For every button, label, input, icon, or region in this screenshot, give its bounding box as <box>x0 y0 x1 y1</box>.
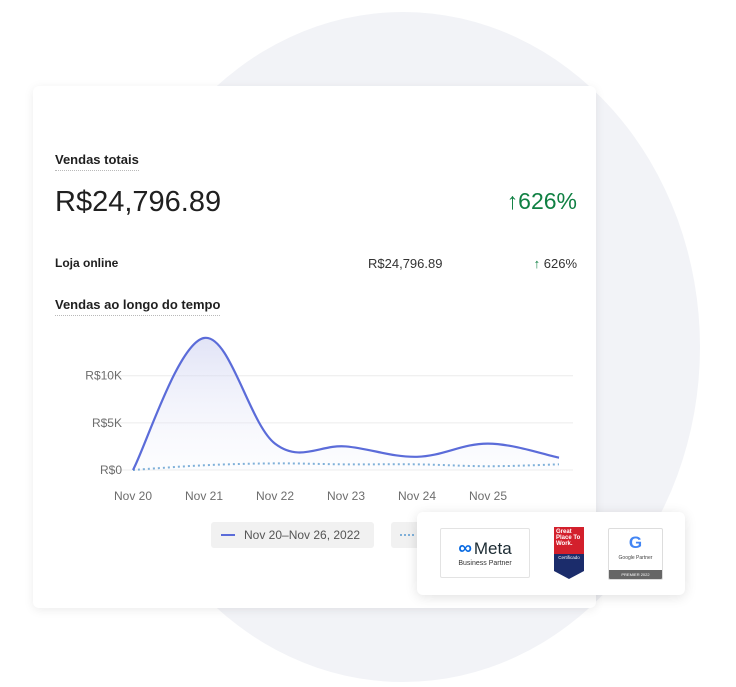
meta-name: Meta <box>473 539 512 558</box>
great-place-to-work-badge: Great Place To Work. Certificado <box>554 527 584 579</box>
legend-primary[interactable]: Nov 20–Nov 26, 2022 <box>211 522 375 548</box>
legend-primary-swatch <box>221 534 235 536</box>
x-tick-label: Nov 23 <box>327 489 365 503</box>
x-tick-label: Nov 21 <box>185 489 223 503</box>
sales-over-time-title: Vendas ao longo do tempo <box>55 297 221 316</box>
google-partner-badge: G Google Partner PREMIER 2022 <box>608 528 663 580</box>
google-g-icon: G <box>628 533 643 552</box>
total-sales-title: Vendas totais <box>55 152 139 171</box>
gptw-shield-icon <box>554 527 584 579</box>
arrow-up-icon: ↑ <box>506 188 519 214</box>
total-sales-change: ↑626% <box>507 188 577 215</box>
y-tick-label: R$10K <box>85 369 122 383</box>
sales-line-chart: R$0 R$5K R$10K Nov 20 Nov 21 Nov 22 Nov 23 Nov… <box>85 336 573 503</box>
total-change-value: 626% <box>518 188 577 214</box>
online-store-change: ↑ 626% <box>534 256 577 271</box>
arrow-up-icon: ↑ <box>533 256 541 271</box>
x-tick-label: Nov 25 <box>469 489 507 503</box>
meta-partner-badge: ∞ Meta Business Partner <box>440 528 530 578</box>
y-tick-label: R$5K <box>92 416 122 430</box>
google-premier-band: PREMIER 2022 <box>609 570 662 579</box>
google-partner-sub: Google Partner <box>618 555 653 561</box>
partners-badges: ∞ Meta Business Partner Great Place To Wo… <box>417 512 685 595</box>
x-tick-label: Nov 24 <box>398 489 436 503</box>
x-tick-label: Nov 22 <box>256 489 294 503</box>
online-store-label: Loja online <box>55 256 119 270</box>
total-sales-value: R$24,796.89 <box>55 186 222 218</box>
meta-infinity-icon: ∞ <box>458 538 472 559</box>
gptw-text: Great Place To Work. <box>556 529 581 547</box>
online-store-value: R$24,796.89 <box>368 256 443 271</box>
primary-series-line <box>132 336 560 471</box>
gptw-cert: Certificado <box>558 555 580 560</box>
comparison-series-line <box>132 462 560 471</box>
online-change-value: 626% <box>543 256 577 271</box>
x-tick-label: Nov 20 <box>114 489 152 503</box>
y-tick-label: R$0 <box>100 463 122 477</box>
legend-primary-label: Nov 20–Nov 26, 2022 <box>244 528 361 542</box>
meta-partner-sub: Business Partner <box>458 560 512 567</box>
meta-logo: ∞ Meta <box>441 538 529 560</box>
primary-series-area <box>133 337 559 470</box>
legend-comparison-swatch <box>400 534 414 536</box>
